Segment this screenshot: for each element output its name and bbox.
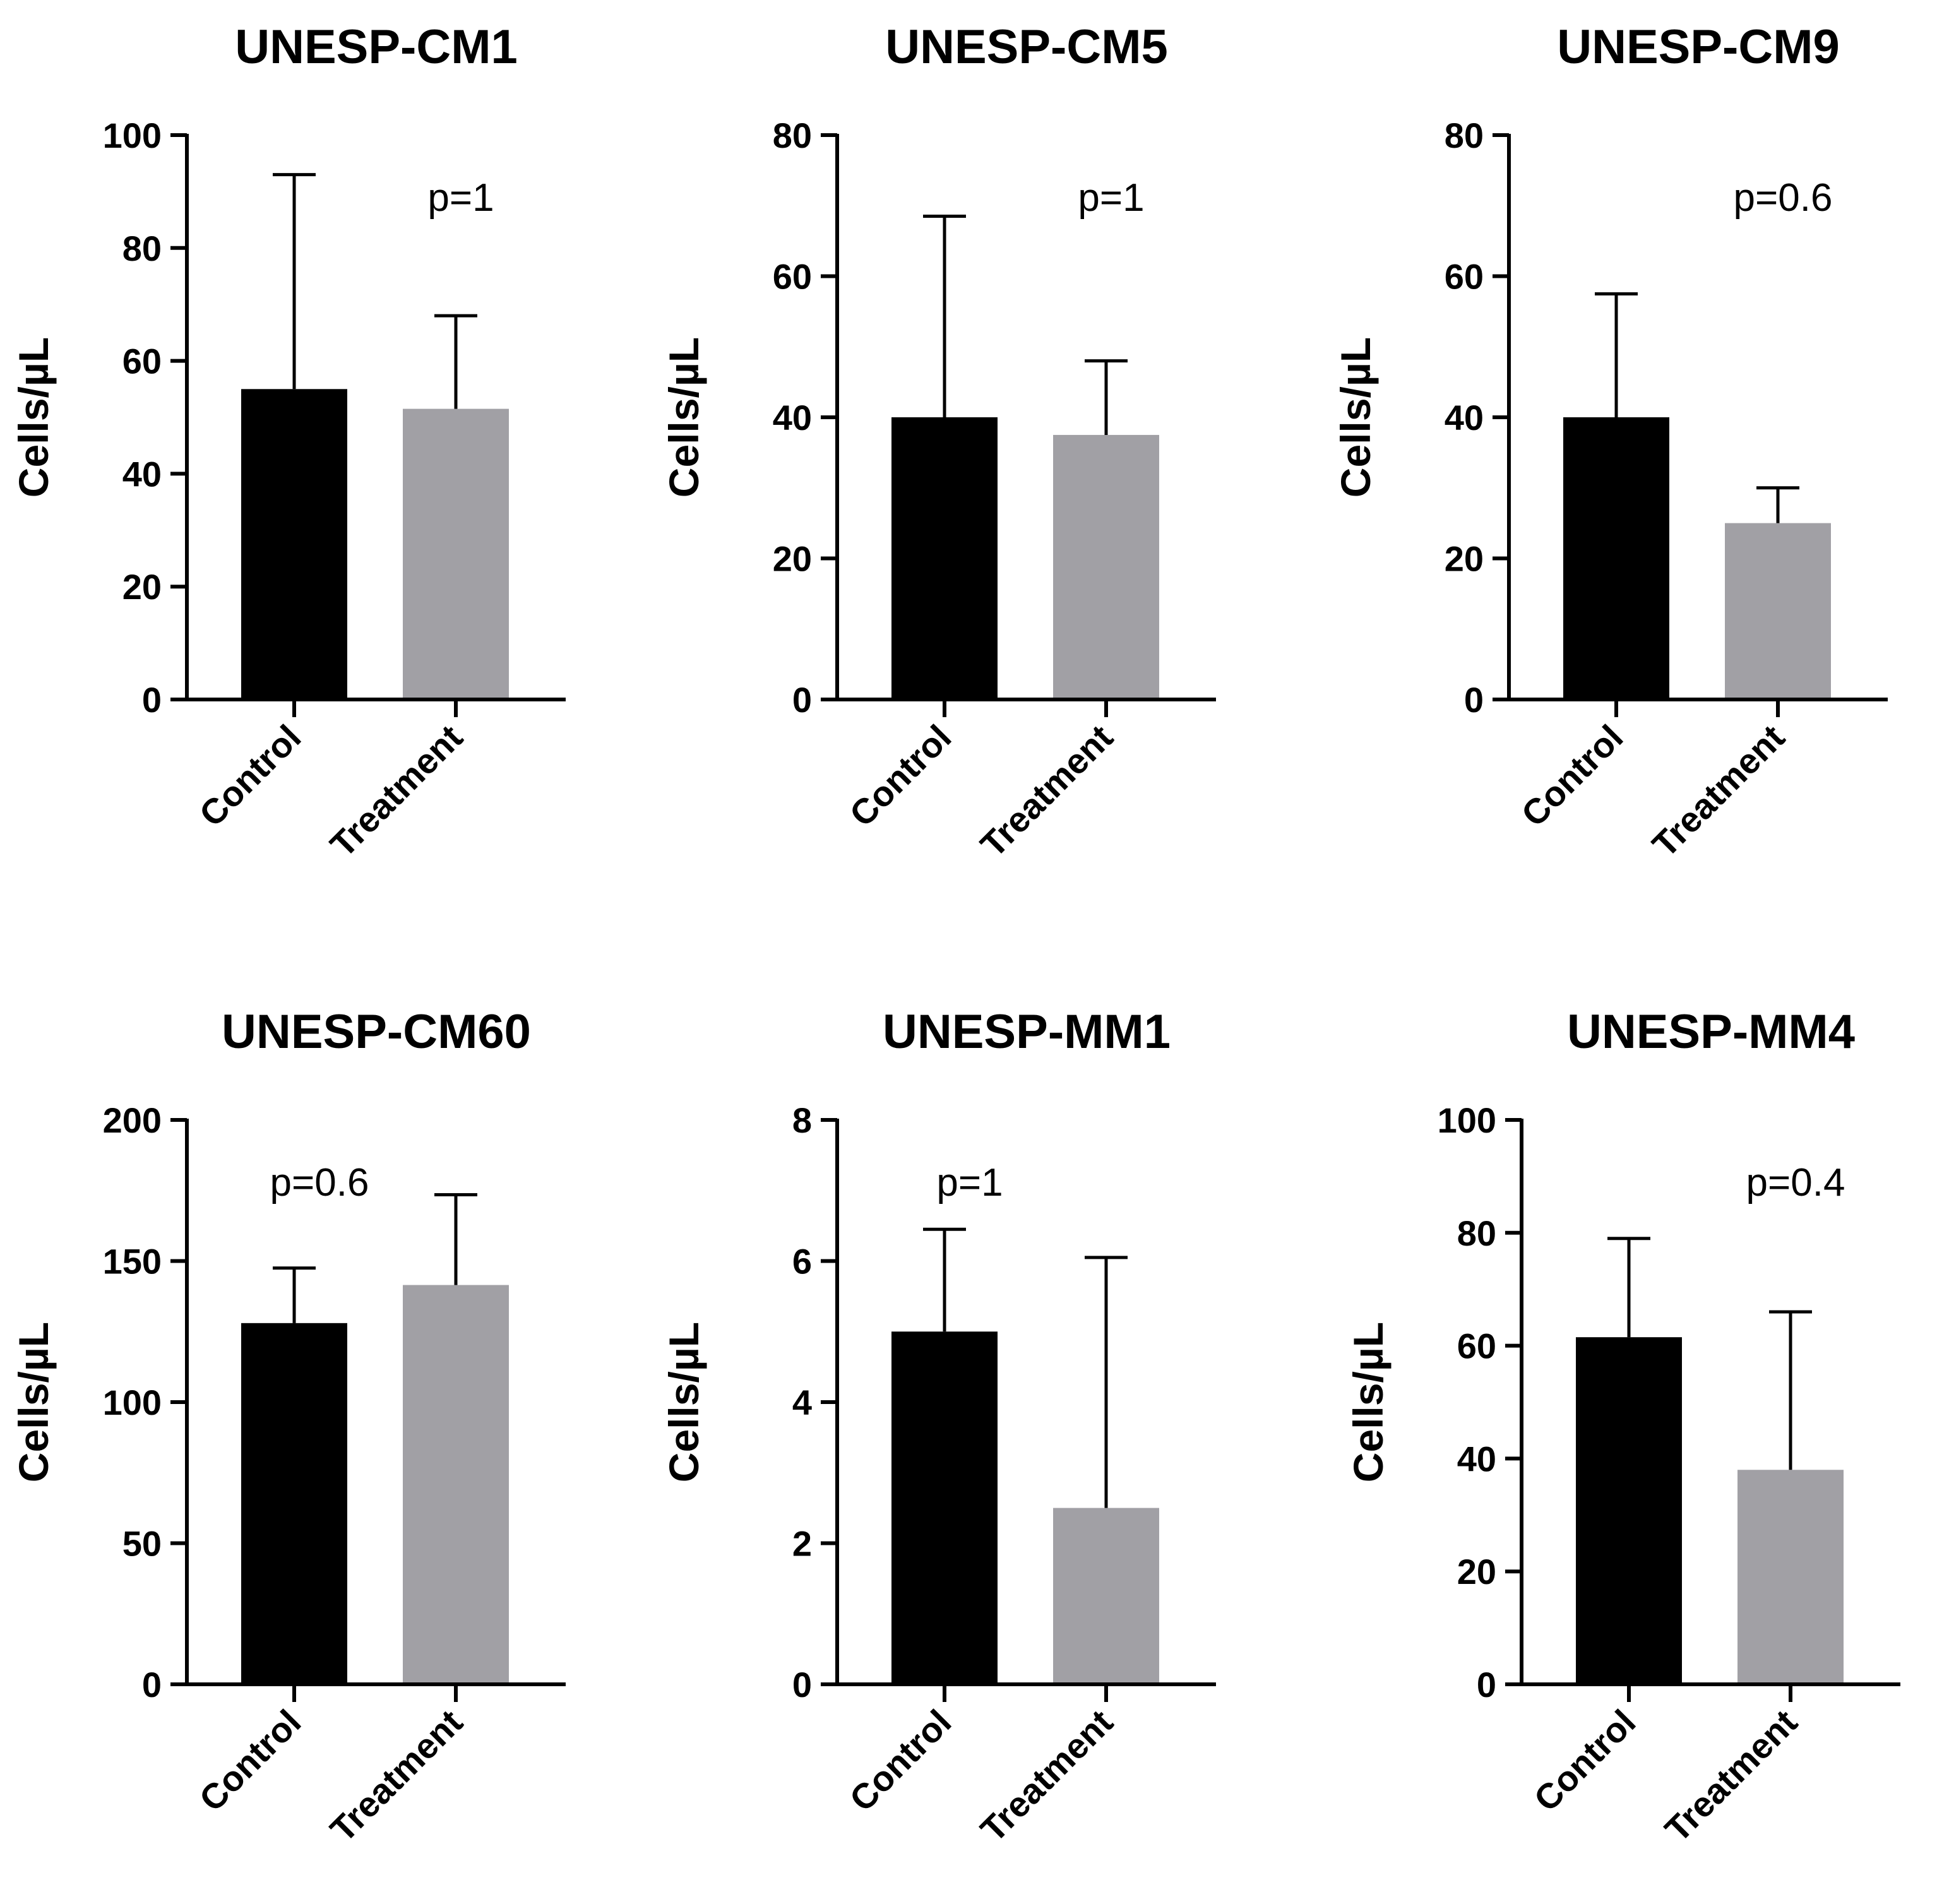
y-tick-label: 150 bbox=[103, 1242, 162, 1282]
y-tick-label: 0 bbox=[142, 1665, 162, 1705]
y-axis-label: Cells/µL bbox=[660, 1322, 707, 1482]
y-axis-label: Cells/µL bbox=[10, 1322, 57, 1482]
p-value-annotation: p=1 bbox=[936, 1161, 1003, 1205]
y-tick-label: 40 bbox=[1445, 398, 1484, 437]
x-tick-label-control: Control bbox=[842, 1702, 958, 1819]
bar-treatment bbox=[1737, 1470, 1844, 1684]
y-tick-label: 100 bbox=[1438, 1100, 1496, 1140]
y-tick-label: 40 bbox=[1457, 1439, 1496, 1479]
chart-title: UNESP-MM1 bbox=[883, 1005, 1171, 1059]
x-tick-label-control: Control bbox=[1513, 717, 1630, 834]
p-value-annotation: p=1 bbox=[1078, 176, 1144, 220]
bar-control bbox=[1563, 417, 1669, 699]
y-axis-label: Cells/µL bbox=[1345, 1322, 1392, 1482]
x-tick-label-treatment: Treatment bbox=[1645, 717, 1792, 865]
chart-panel: UNESP-CM9 Cells/µL 0 20 40 60 80 Control Treatme… bbox=[1332, 20, 1888, 865]
y-tick-label: 60 bbox=[122, 342, 162, 381]
chart-panel: UNESP-CM1 Cells/µL 0 20 40 60 80 100 Control Trea… bbox=[10, 20, 566, 865]
y-tick-label: 60 bbox=[1445, 257, 1484, 297]
y-tick-label: 8 bbox=[792, 1100, 812, 1140]
bar-control bbox=[891, 1331, 998, 1684]
y-tick-label: 20 bbox=[122, 567, 162, 607]
chart-panel: UNESP-CM60 Cells/µL 0 50 100 150 200 Control Tre… bbox=[10, 1005, 566, 1850]
x-tick-label-control: Control bbox=[191, 1702, 308, 1819]
y-tick-label: 0 bbox=[1477, 1665, 1496, 1705]
x-tick-label-control: Control bbox=[842, 717, 958, 834]
y-axis-label: Cells/µL bbox=[1332, 337, 1379, 497]
bar-treatment bbox=[1053, 1508, 1159, 1684]
y-tick-label: 0 bbox=[792, 1665, 812, 1705]
y-tick-label: 20 bbox=[773, 539, 812, 579]
bar-treatment bbox=[403, 408, 509, 699]
y-tick-label: 0 bbox=[142, 680, 162, 720]
y-tick-label: 0 bbox=[1464, 680, 1484, 720]
y-axis-label: Cells/µL bbox=[660, 337, 707, 497]
y-tick-label: 0 bbox=[792, 680, 812, 720]
chart-title: UNESP-CM9 bbox=[1557, 20, 1840, 74]
chart-title: UNESP-CM1 bbox=[235, 20, 518, 74]
chart-title: UNESP-CM60 bbox=[222, 1005, 531, 1059]
chart-panel: UNESP-CM5 Cells/µL 0 20 40 60 80 Control Treatme… bbox=[660, 20, 1216, 865]
y-tick-label: 80 bbox=[1457, 1213, 1496, 1253]
x-tick-label-control: Control bbox=[1526, 1702, 1643, 1819]
x-tick-label-treatment: Treatment bbox=[973, 1702, 1121, 1850]
bar-control bbox=[241, 389, 347, 699]
bar-control bbox=[241, 1323, 347, 1684]
x-tick-label-treatment: Treatment bbox=[323, 1702, 470, 1850]
bar-control bbox=[891, 417, 998, 699]
bar-treatment bbox=[1725, 523, 1831, 699]
chart-panel: UNESP-MM4 Cells/µL 0 20 40 60 80 100 Control Trea… bbox=[1345, 1005, 1900, 1850]
chart-title: UNESP-CM5 bbox=[885, 20, 1168, 74]
y-tick-label: 80 bbox=[773, 116, 812, 155]
bar-treatment bbox=[403, 1285, 509, 1684]
y-tick-label: 60 bbox=[773, 257, 812, 297]
y-tick-label: 80 bbox=[122, 229, 162, 268]
y-tick-label: 40 bbox=[122, 454, 162, 494]
y-tick-label: 50 bbox=[122, 1524, 162, 1564]
y-tick-label: 6 bbox=[792, 1242, 812, 1282]
y-tick-label: 20 bbox=[1457, 1552, 1496, 1592]
x-tick-label-treatment: Treatment bbox=[323, 717, 470, 865]
x-tick-label-treatment: Treatment bbox=[1657, 1702, 1805, 1850]
p-value-annotation: p=1 bbox=[427, 176, 494, 220]
y-tick-label: 2 bbox=[792, 1524, 812, 1564]
y-tick-label: 40 bbox=[773, 398, 812, 437]
y-tick-label: 100 bbox=[103, 116, 162, 155]
chart-title: UNESP-MM4 bbox=[1567, 1005, 1855, 1059]
x-tick-label-treatment: Treatment bbox=[973, 717, 1121, 865]
chart-panel: UNESP-MM1 Cells/µL 0 2 4 6 8 Control Treatment p=… bbox=[660, 1005, 1216, 1850]
y-tick-label: 60 bbox=[1457, 1326, 1496, 1366]
p-value-annotation: p=0.6 bbox=[1734, 176, 1833, 220]
y-tick-label: 4 bbox=[792, 1383, 812, 1422]
p-value-annotation: p=0.6 bbox=[270, 1161, 369, 1205]
bar-treatment bbox=[1053, 434, 1159, 699]
y-tick-label: 100 bbox=[103, 1383, 162, 1422]
y-axis-label: Cells/µL bbox=[10, 337, 57, 497]
x-tick-label-control: Control bbox=[191, 717, 308, 834]
y-tick-label: 20 bbox=[1445, 539, 1484, 579]
y-tick-label: 80 bbox=[1445, 116, 1484, 155]
bar-control bbox=[1576, 1337, 1682, 1684]
y-tick-label: 200 bbox=[103, 1100, 162, 1140]
p-value-annotation: p=0.4 bbox=[1746, 1161, 1845, 1205]
